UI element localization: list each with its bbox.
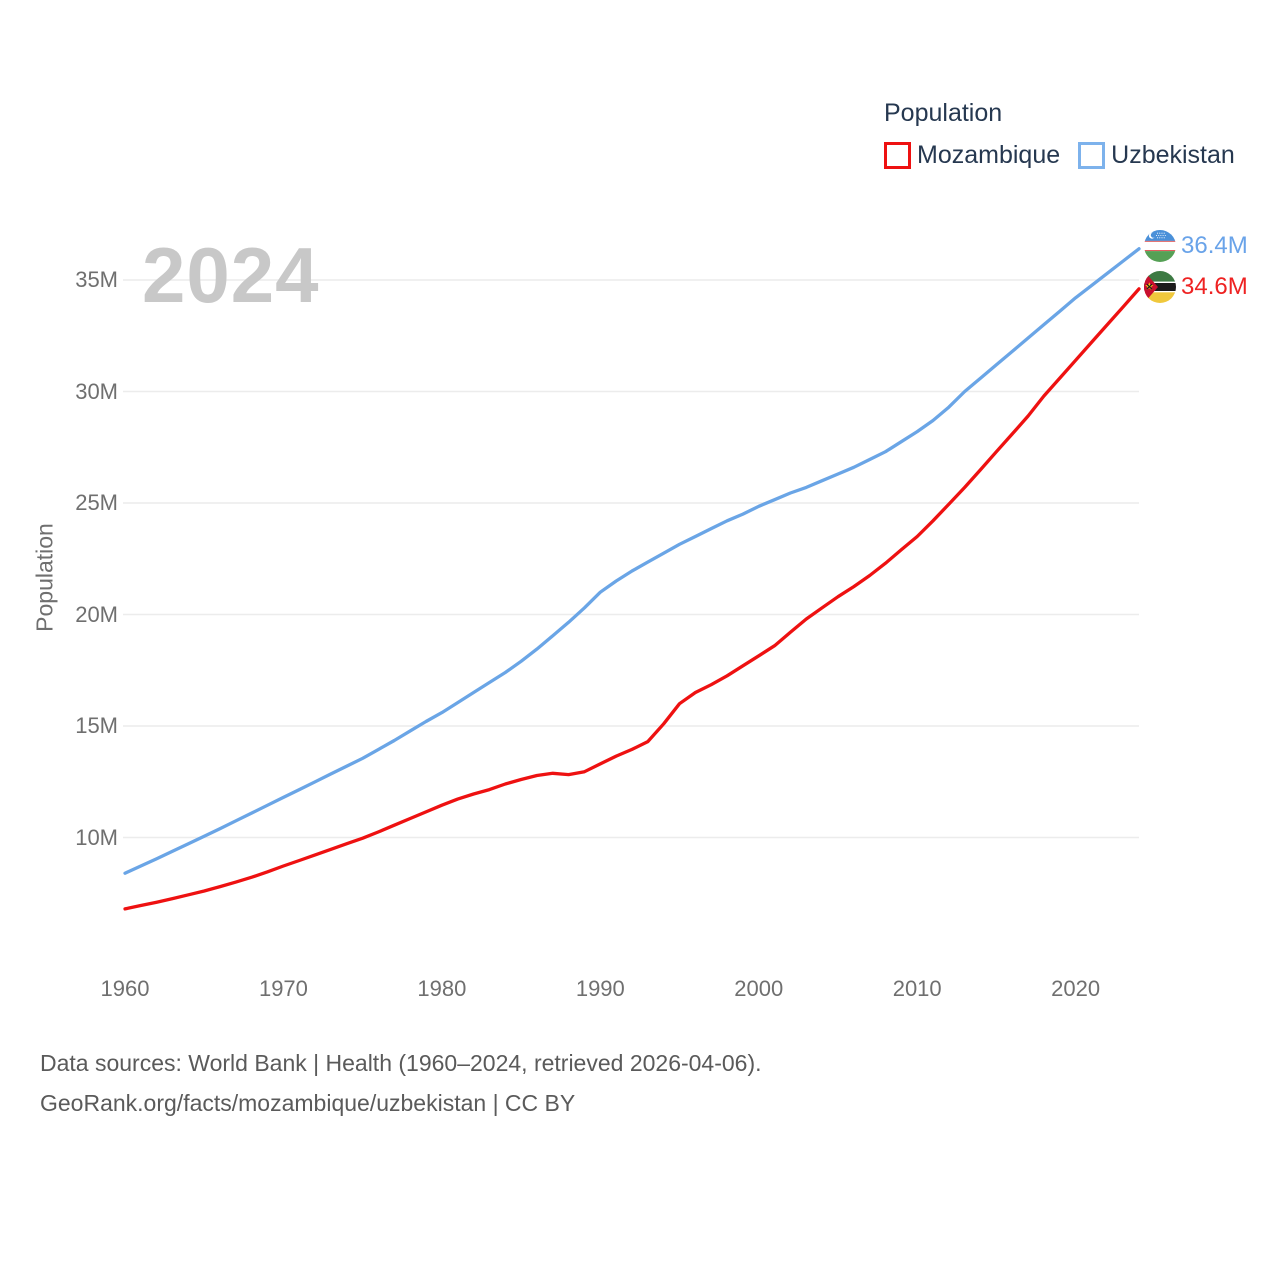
legend-label-mozambique: Mozambique (917, 141, 1061, 169)
uzbekistan-flag-icon (1144, 230, 1176, 262)
y-tick-label: 15M (75, 713, 118, 738)
x-tick-label: 2020 (1051, 976, 1101, 1001)
legend-title: Population (884, 99, 1003, 127)
mozambique-flag-icon (1144, 271, 1176, 303)
y-tick-label: 20M (75, 601, 118, 627)
y-tick-label: 25M (75, 490, 118, 515)
footer-data-sources: Data sources: World Bank | Health (1960–… (40, 1050, 762, 1076)
mozambique-swatch-icon (884, 142, 911, 169)
y-tick-label: 30M (75, 378, 118, 404)
uzbekistan-swatch-icon (1078, 142, 1106, 169)
x-tick-label: 1970 (258, 976, 308, 1001)
y-tick-label: 10M (75, 824, 118, 850)
legend-label-uzbekistan: Uzbekistan (1111, 141, 1235, 169)
uzbekistan-end-label: 36.4M (1144, 230, 1248, 262)
footer-attribution: GeoRank.org/facts/mozambique/uzbekistan … (40, 1090, 576, 1116)
x-tick-label: 2000 (734, 976, 784, 1001)
y-axis-title: Population (31, 523, 58, 632)
mozambique-end-label: 34.6M (1144, 271, 1248, 303)
x-tick-label: 2010 (892, 976, 942, 1001)
legend-item-uzbekistan[interactable]: Uzbekistan (1078, 141, 1235, 170)
mozambique-line-series[interactable] (123, 287, 1141, 911)
y-tick-label: 35M (75, 267, 118, 292)
mozambique-end-value: 34.6M (1181, 273, 1248, 300)
x-tick-label: 1990 (575, 976, 625, 1001)
uzbekistan-line-series[interactable] (123, 247, 1141, 875)
x-tick-label: 1980 (417, 976, 467, 1001)
watermark-year: 2024 (142, 231, 320, 319)
footer: Data sources: World Bank | Health (1960–… (40, 1043, 762, 1123)
legend-items: Mozambique Uzbekistan (884, 141, 1235, 170)
legend: Population Mozambique Uzbekistan (884, 99, 1235, 170)
legend-item-mozambique[interactable]: Mozambique (884, 141, 1060, 170)
x-tick-label: 1960 (100, 976, 150, 1001)
uzbekistan-end-value: 36.4M (1181, 232, 1248, 259)
